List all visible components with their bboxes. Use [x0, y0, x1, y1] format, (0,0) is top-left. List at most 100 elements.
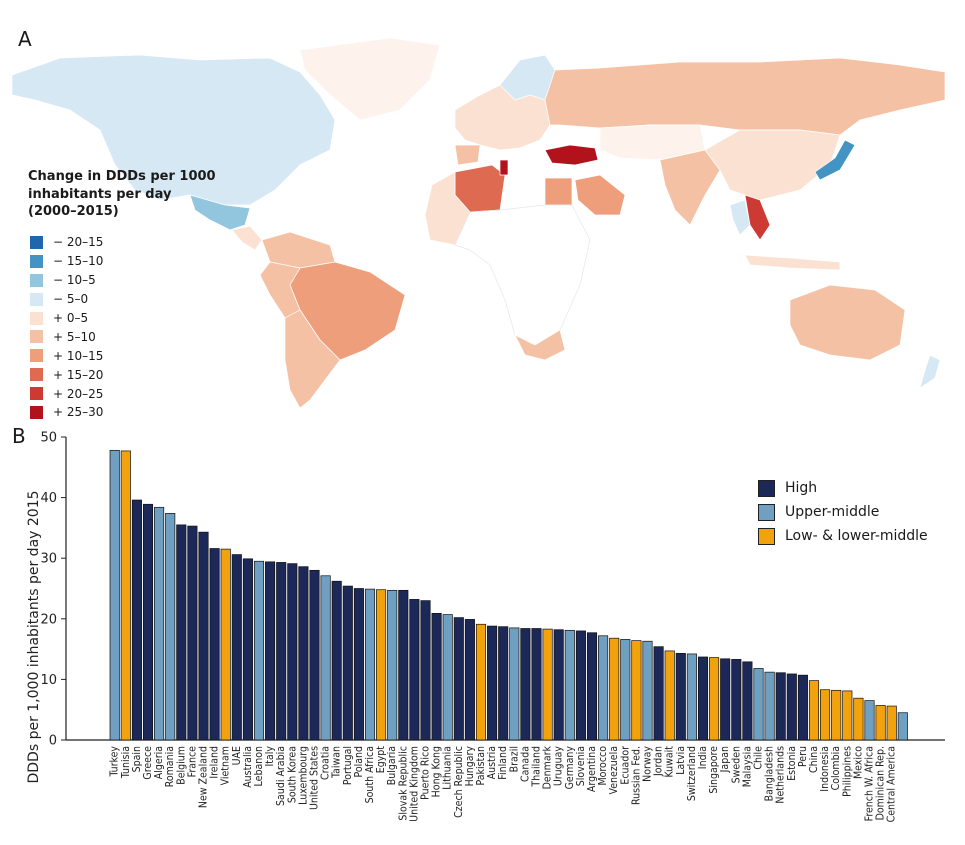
category-label: Austria [486, 746, 498, 779]
bar-chile [753, 668, 764, 741]
bar-peru [797, 674, 808, 741]
category-label: South Korea [286, 746, 298, 803]
category-label: Colombia [830, 746, 842, 790]
category-label: Venezuela [608, 746, 620, 794]
map-legend-item: + 10–15 [30, 346, 103, 365]
category-label: Slovak Republic [397, 746, 409, 821]
bar-egypt [376, 589, 387, 741]
map-legend-swatch [30, 235, 43, 249]
income-legend-swatch [758, 479, 775, 497]
region-japan [814, 139, 856, 181]
category-label: Russian Fed. [630, 746, 642, 805]
category-label: Australia [242, 746, 254, 788]
region-argentina [284, 309, 341, 409]
map-legend-item: − 5–0 [30, 290, 103, 309]
category-label: Ecuador [619, 746, 631, 785]
bar-denmark [542, 628, 553, 741]
map-legend-item: − 15–10 [30, 252, 103, 271]
map-legend-swatch [30, 349, 43, 363]
map-legend-swatch [30, 311, 43, 325]
category-label: Latvia [675, 746, 687, 775]
bar-spain [131, 499, 142, 741]
bar-central-america [886, 705, 897, 741]
bar-romania [165, 513, 176, 741]
category-label: Canada [519, 746, 531, 782]
bar-india [697, 656, 709, 741]
category-label: Indonesia [819, 746, 831, 792]
bar-puerto-rico [420, 600, 431, 741]
bar-algeria [154, 506, 165, 741]
category-label: Central America [886, 746, 898, 822]
category-label: Dominican Rep. [875, 746, 887, 820]
map-legend-item: + 20–25 [30, 384, 103, 403]
category-label: Greece [142, 746, 154, 780]
y-tick-label: 0 [49, 734, 57, 749]
category-label: Japan [719, 746, 731, 773]
region-tunisia [499, 159, 509, 176]
category-label: India [697, 746, 709, 769]
income-legend: High Upper-middle Low- & lower-middle [758, 476, 928, 548]
category-label: Bulgaria [386, 746, 398, 785]
bar-finland [498, 626, 509, 741]
world-map [11, 37, 946, 409]
bar-bulgaria [387, 589, 398, 741]
bar-jordan [653, 646, 664, 741]
bar-brazil [509, 627, 520, 741]
category-label: Germany [564, 746, 576, 790]
category-label: Lithuania [442, 746, 454, 790]
bar-singapore [709, 657, 720, 741]
region-indonesia [744, 254, 841, 271]
income-legend-item: Upper-middle [758, 500, 928, 524]
category-label: Norway [642, 746, 654, 782]
region-australia [789, 284, 906, 361]
map-legend-label: + 0–5 [53, 311, 89, 325]
bar-tunisia [120, 450, 131, 741]
bar-united-states [309, 569, 320, 741]
region-saudi-arabia [574, 174, 626, 216]
region-greenland [299, 37, 441, 121]
category-label: United States [309, 746, 321, 810]
category-label: Luxembourg [297, 746, 309, 805]
category-label: Bangladesh [764, 746, 776, 801]
bar-new-zealand [198, 531, 209, 741]
region-scandinavia [499, 54, 556, 101]
bar-norway [642, 640, 653, 741]
map-legend-item: + 15–20 [30, 365, 103, 384]
map-legend-swatch [30, 273, 43, 287]
category-label: Mexico [852, 746, 864, 779]
bar-kuwait [664, 650, 675, 741]
y-axis-label: DDDs per 1,000 inhabitants per day 2015 [26, 490, 42, 783]
bar-uae [231, 554, 242, 741]
panel-b-label: B [12, 424, 26, 448]
category-label: New Zealand [198, 746, 210, 808]
bar-indonesia [820, 689, 831, 741]
region-russia [544, 57, 946, 136]
bar-japan [720, 658, 731, 741]
category-label: Denmark [542, 745, 554, 789]
category-label: Spain [131, 746, 143, 772]
bar-argentina [586, 632, 598, 741]
category-label: Pakistan [475, 746, 487, 786]
bar-austria [487, 625, 498, 741]
bar-germany [564, 629, 575, 741]
map-legend-item: + 25–30 [30, 403, 103, 422]
panel-a-label: A [18, 27, 32, 51]
region-new-zealand [919, 354, 941, 389]
category-label: Uruguay [553, 746, 565, 787]
category-label: Saudi Arabia [275, 746, 287, 806]
bar-latvia [675, 652, 686, 741]
category-label: Jordan [653, 746, 665, 777]
bar-russian-fed- [631, 640, 642, 741]
category-label: Taiwan [331, 746, 343, 779]
bar-chart: DDDs per 1,000 inhabitants per day 2015 … [26, 431, 945, 822]
income-legend-swatch [758, 503, 775, 521]
y-tick-label: 10 [40, 673, 57, 688]
region-thailand [729, 199, 751, 236]
map-legend-label: − 10–5 [53, 273, 96, 288]
map-legend-label: + 15–20 [53, 367, 104, 382]
bar-greece [142, 503, 154, 741]
map-legend: − 20–15 − 15–10 − 10–5 − 5–0 + 0–5 + 5–10 + 10… [30, 233, 103, 422]
category-label: China [808, 746, 820, 773]
map-legend-label: − 5–0 [53, 292, 89, 307]
income-legend-item: Low- & lower-middle [758, 524, 928, 548]
